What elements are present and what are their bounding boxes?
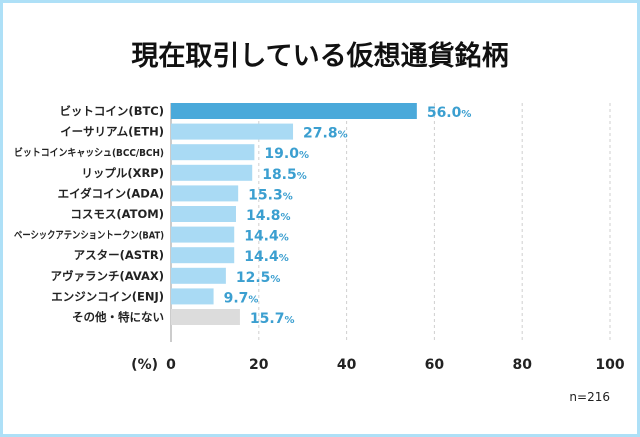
x-tick-label: 100 [595,357,624,373]
category-label: ベーシックアテンショントークン(BAT) [14,230,164,242]
value-label: 12.5% [236,270,281,286]
bar [171,309,240,325]
bar [171,226,235,243]
bar [171,267,226,284]
category-label: リップル(XRP) [81,166,164,180]
bar [171,247,235,264]
value-label: 56.0% [427,105,472,121]
value-label: 19.0% [264,146,309,162]
x-tick-label: 20 [249,357,269,373]
value-label: 14.8% [246,208,291,224]
sample-size-note: n=216 [569,390,610,404]
category-label: アスター(ASTR) [74,248,164,262]
bar [171,123,294,140]
category-label: イーサリアム(ETH) [60,125,164,139]
x-tick-label: 60 [425,357,445,373]
category-label: コスモス(ATOM) [70,207,164,221]
bar [171,288,214,305]
category-label: ビットコインキャッシュ(BCC/BCH) [14,146,164,159]
x-tick-label: 0 [166,357,176,373]
x-tick-label: 40 [337,357,357,373]
chart-title: 現在取引している仮想通貨銘柄 [131,40,508,72]
bar [171,144,255,161]
category-label: アヴァランチ(AVAX) [50,269,164,283]
bar [171,206,236,222]
bar [171,164,253,181]
x-tick-label: 80 [512,357,532,373]
value-label: 15.3% [248,187,293,203]
value-label: 14.4% [244,229,289,245]
x-axis-label: (%) [131,357,158,373]
category-label: エイダコイン(ADA) [58,186,164,200]
value-label: 14.4% [244,249,289,265]
bar [171,103,417,119]
value-label: 18.5% [262,167,307,183]
category-label: エンジンコイン(ENJ) [51,289,164,303]
value-label: 9.7% [224,290,259,306]
category-label: ビットコイン(BTC) [59,104,164,118]
category-label: その他・特にない [72,310,164,324]
bar [171,185,239,202]
value-label: 15.7% [250,311,295,327]
value-label: 27.8% [303,126,348,142]
